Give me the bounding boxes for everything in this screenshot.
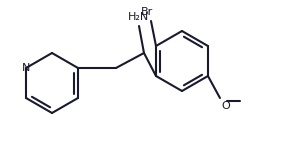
Text: Br: Br — [141, 7, 153, 17]
Text: O: O — [222, 101, 230, 111]
Text: N: N — [22, 63, 30, 73]
Text: H₂N: H₂N — [128, 12, 150, 22]
